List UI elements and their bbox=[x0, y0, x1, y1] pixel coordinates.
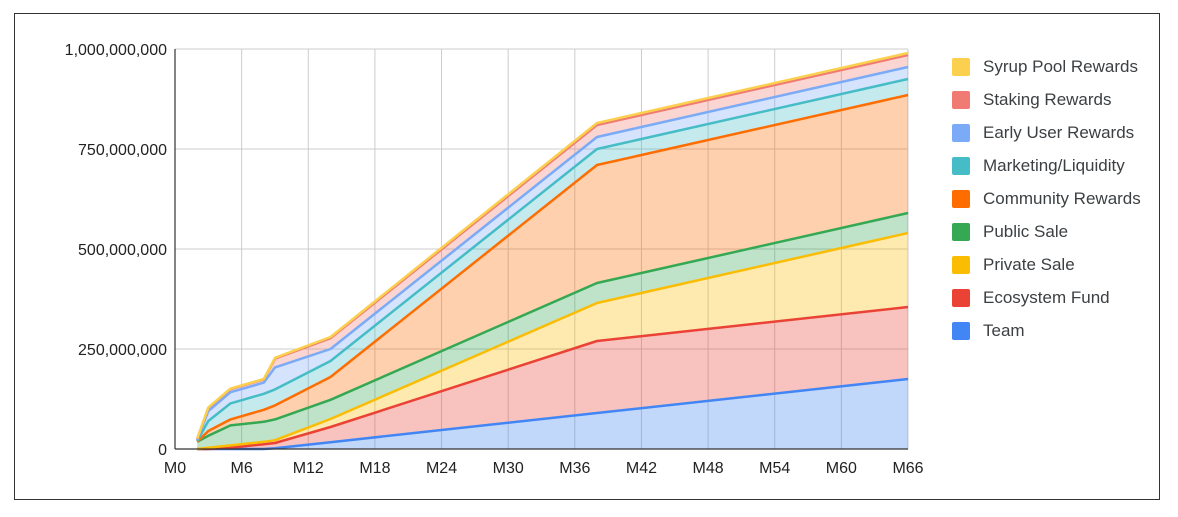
legend-item[interactable]: Public Sale bbox=[952, 215, 1141, 248]
legend-item[interactable]: Syrup Pool Rewards bbox=[952, 50, 1141, 83]
x-tick-label: M48 bbox=[693, 460, 724, 477]
area-private-sale bbox=[197, 233, 908, 449]
legend-label: Public Sale bbox=[983, 221, 1069, 241]
x-tick-label: M36 bbox=[559, 460, 590, 477]
legend-item[interactable]: Staking Rewards bbox=[952, 83, 1141, 116]
axes bbox=[174, 49, 908, 450]
x-tick-label: M54 bbox=[759, 460, 790, 477]
legend-label: Early User Rewards bbox=[983, 122, 1135, 142]
y-tick-label: 750,000,000 bbox=[78, 142, 167, 159]
legend-label: Ecosystem Fund bbox=[983, 287, 1110, 307]
legend-swatch bbox=[952, 189, 970, 208]
legend-item[interactable]: Early User Rewards bbox=[952, 116, 1141, 149]
x-tick-label: M18 bbox=[359, 460, 390, 477]
legend-item[interactable]: Ecosystem Fund bbox=[952, 281, 1141, 314]
legend-swatch bbox=[952, 321, 970, 340]
legend-label: Marketing/Liquidity bbox=[983, 155, 1125, 175]
legend-swatch bbox=[952, 255, 970, 274]
legend-label: Community Rewards bbox=[983, 188, 1141, 208]
x-tick-label: M42 bbox=[626, 460, 657, 477]
legend-item[interactable]: Community Rewards bbox=[952, 182, 1141, 215]
line-syrup-pool-rewards bbox=[196, 51, 909, 440]
legend-swatch bbox=[952, 90, 970, 109]
x-tick-label: M66 bbox=[892, 460, 923, 477]
legend-swatch bbox=[952, 222, 970, 241]
y-tick-label: 1,000,000,000 bbox=[65, 42, 167, 59]
legend-swatch bbox=[952, 288, 970, 307]
line-marketing-liquidity bbox=[196, 77, 909, 442]
y-tick-labels: 0 250,000,000 500,000,000 750,000,000 1,000,… bbox=[65, 42, 167, 459]
y-tick-label: 500,000,000 bbox=[78, 242, 167, 259]
x-tick-label: M30 bbox=[493, 460, 524, 477]
legend-label: Team bbox=[983, 320, 1025, 340]
x-tick-label: M0 bbox=[164, 460, 186, 477]
legend-item[interactable]: Team bbox=[952, 314, 1141, 347]
x-tick-label: M12 bbox=[293, 460, 324, 477]
area-community-rewards bbox=[197, 95, 908, 442]
line-public-sale bbox=[196, 211, 909, 443]
line-private-sale bbox=[197, 231, 909, 451]
legend-swatch bbox=[952, 57, 970, 76]
legend-label: Staking Rewards bbox=[983, 89, 1112, 109]
area-team bbox=[197, 379, 908, 449]
x-tick-label: M60 bbox=[826, 460, 857, 477]
legend-label: Private Sale bbox=[983, 254, 1075, 274]
x-tick-label: M24 bbox=[426, 460, 457, 477]
area-marketing-liquidity bbox=[197, 79, 908, 442]
legend-swatch bbox=[952, 123, 970, 142]
legend-item[interactable]: Marketing/Liquidity bbox=[952, 149, 1141, 182]
y-tick-label: 250,000,000 bbox=[78, 342, 167, 359]
legend-item[interactable]: Private Sale bbox=[952, 248, 1141, 281]
legend-label: Syrup Pool Rewards bbox=[983, 56, 1138, 76]
x-tick-labels: M0 M6 M12 M18 M24 M30 M36 M42 M48 M54 M60 M66 bbox=[164, 460, 924, 477]
legend: Syrup Pool Rewards Staking Rewards Early U… bbox=[952, 50, 1141, 347]
stacked-area-chart: 0 250,000,000 500,000,000 750,000,000 1,000,… bbox=[65, 42, 924, 477]
x-tick-label: M6 bbox=[231, 460, 253, 477]
line-early-user-rewards bbox=[196, 65, 909, 441]
chart-frame: 0 250,000,000 500,000,000 750,000,000 1,000,… bbox=[14, 13, 1160, 500]
y-tick-label: 0 bbox=[158, 442, 167, 459]
legend-swatch bbox=[952, 156, 970, 175]
line-community-rewards bbox=[196, 93, 909, 443]
